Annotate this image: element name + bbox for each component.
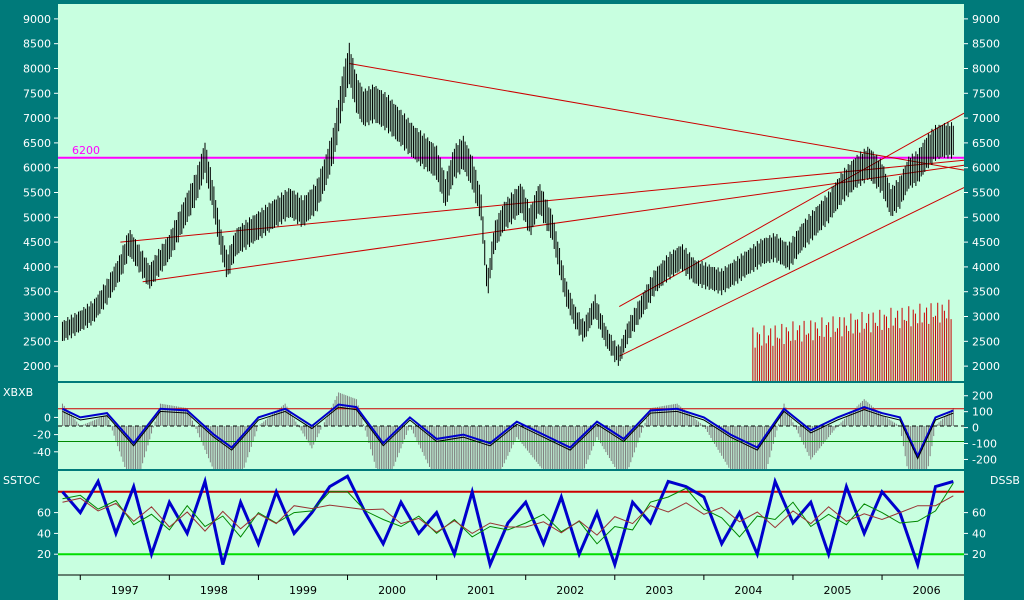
xbxb-histogram (61, 392, 954, 469)
price-right-tick-label: 5000 (972, 211, 1000, 224)
price-left-tick-label: 6000 (23, 162, 51, 175)
volume-bars (752, 299, 952, 381)
sstoc-right-tick-label: 20 (972, 548, 986, 561)
price-left-tick-label: 3500 (23, 286, 51, 299)
xbxb-left-tick-label: 0 (44, 411, 51, 424)
axis-ticks: 2000250030003500400045005000550060006500… (23, 13, 1000, 597)
sstoc-left-tick-label: 40 (37, 527, 51, 540)
xbxb-right-tick-label: 0 (972, 422, 979, 435)
xbxb-right-tick-label: -200 (972, 453, 997, 466)
time-axis-panel (58, 575, 964, 600)
sstoc-right-tick-label: 60 (972, 507, 986, 520)
price-right-tick-label: 2000 (972, 360, 1000, 373)
year-tick-label: 1998 (200, 584, 228, 597)
xbxb-left-tick-label: -20 (33, 429, 51, 442)
price-left-tick-label: 7500 (23, 87, 51, 100)
price-right-tick-label: 7500 (972, 87, 1000, 100)
price-series (61, 42, 954, 366)
price-right-tick-label: 9000 (972, 13, 1000, 26)
price-right-tick-label: 6000 (972, 162, 1000, 175)
price-left-tick-label: 7000 (23, 112, 51, 125)
sstoc-signal-line (62, 482, 954, 545)
sstoc-series (61, 474, 954, 571)
year-tick-label: 2001 (467, 584, 495, 597)
xbxb-signal-line (62, 406, 954, 460)
price-right-tick-label: 8000 (972, 62, 1000, 75)
dssb-line (62, 495, 954, 536)
price-right-tick-label: 6500 (972, 137, 1000, 150)
sstoc-right-tick-label: 40 (972, 527, 986, 540)
xbxb-label: XBXB (3, 386, 33, 399)
xbxb-right-tick-label: 100 (972, 406, 993, 419)
price-left-tick-label: 9000 (23, 13, 51, 26)
price-right-tick-label: 8500 (972, 38, 1000, 51)
price-right-tick-label: 3500 (972, 286, 1000, 299)
price-left-tick-label: 8000 (23, 62, 51, 75)
year-tick-label: 2004 (734, 584, 762, 597)
price-left-tick-label: 6500 (23, 137, 51, 150)
level-6200-label: 6200 (72, 144, 100, 157)
price-left-tick-label: 5500 (23, 187, 51, 200)
trendline (349, 63, 965, 171)
year-tick-label: 2002 (556, 584, 584, 597)
trendline (142, 164, 965, 283)
year-tick-label: 2005 (823, 584, 851, 597)
year-tick-label: 2003 (645, 584, 673, 597)
price-right-tick-label: 4500 (972, 236, 1000, 249)
year-tick-label: 1999 (289, 584, 317, 597)
year-tick-label: 2006 (913, 584, 941, 597)
trendline (619, 187, 965, 357)
price-left-tick-label: 2000 (23, 360, 51, 373)
trendline (618, 112, 965, 308)
year-tick-label: 1997 (111, 584, 139, 597)
price-left-tick-label: 8500 (23, 38, 51, 51)
price-right-tick-label: 5500 (972, 187, 1000, 200)
sstoc-main-line (61, 474, 954, 571)
price-left-tick-label: 5000 (23, 211, 51, 224)
sstoc-label: SSTOC (3, 474, 40, 487)
year-tick-label: 2000 (378, 584, 406, 597)
price-left-tick-label: 2500 (23, 335, 51, 348)
price-left-tick-label: 4500 (23, 236, 51, 249)
reference-lines (0, 156, 1024, 556)
xbxb-right-tick-label: -100 (972, 438, 997, 451)
xbxb-line (62, 403, 954, 459)
price-left-tick-label: 3000 (23, 311, 51, 324)
sstoc-panel (58, 471, 964, 575)
sstoc-left-tick-label: 60 (37, 507, 51, 520)
price-right-tick-label: 7000 (972, 112, 1000, 125)
price-right-tick-label: 2500 (972, 335, 1000, 348)
xbxb-left-tick-label: -40 (33, 446, 51, 459)
dssb-label: DSSB (990, 474, 1020, 487)
sstoc-left-tick-label: 20 (37, 548, 51, 561)
price-left-tick-label: 4000 (23, 261, 51, 274)
price-right-tick-label: 3000 (972, 311, 1000, 324)
xbxb-series (62, 403, 954, 460)
xbxb-right-tick-label: 200 (972, 390, 993, 403)
price-right-tick-label: 4000 (972, 261, 1000, 274)
